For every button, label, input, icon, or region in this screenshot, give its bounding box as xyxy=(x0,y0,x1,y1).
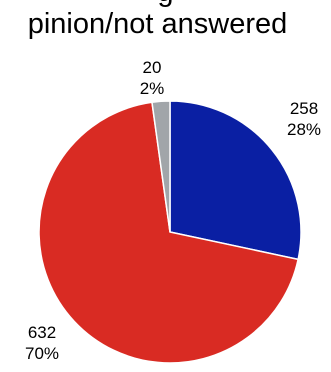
chart-title-line-2: pinion/not answered xyxy=(27,8,288,40)
pie-slice-yes xyxy=(169,100,302,261)
slice-percent-label: 28% xyxy=(287,120,321,139)
slice-label-no: 632 70% xyxy=(25,323,59,363)
chart-title-line-1: g xyxy=(0,0,331,7)
slice-label-yes: 258 28% xyxy=(287,99,321,139)
pie-slice-no-opinion xyxy=(151,100,171,233)
slice-value-label: 258 xyxy=(290,99,318,118)
pie-labels: 258 28%632 70%20 2% xyxy=(25,58,321,363)
pie-slice-no xyxy=(38,101,300,364)
slice-percent-label: 2% xyxy=(140,79,165,98)
slice-value-label: 632 xyxy=(28,323,56,342)
slice-label-no-opinion: 20 2% xyxy=(140,58,165,98)
slice-percent-label: 70% xyxy=(25,344,59,363)
slice-value-label: 20 xyxy=(143,58,162,77)
pie-slices xyxy=(38,100,302,364)
